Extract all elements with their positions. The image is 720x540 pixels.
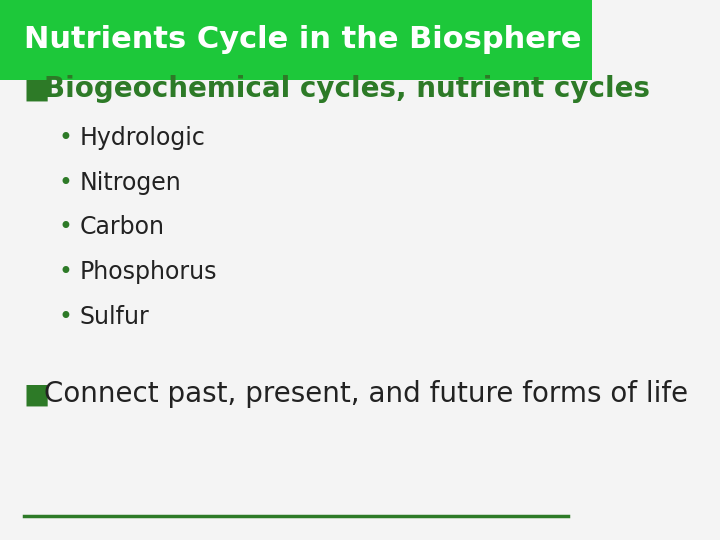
Text: •: • bbox=[58, 126, 72, 150]
Text: •: • bbox=[58, 260, 72, 284]
Text: •: • bbox=[58, 215, 72, 239]
Text: ■: ■ bbox=[24, 75, 50, 103]
Text: Biogeochemical cycles, nutrient cycles: Biogeochemical cycles, nutrient cycles bbox=[45, 75, 650, 103]
Text: Sulfur: Sulfur bbox=[80, 305, 150, 329]
Text: ■: ■ bbox=[24, 380, 50, 408]
FancyBboxPatch shape bbox=[0, 0, 592, 80]
Text: Connect past, present, and future forms of life: Connect past, present, and future forms … bbox=[45, 380, 688, 408]
Text: Nitrogen: Nitrogen bbox=[80, 171, 181, 194]
Text: •: • bbox=[58, 171, 72, 194]
Text: •: • bbox=[58, 305, 72, 329]
Text: Hydrologic: Hydrologic bbox=[80, 126, 206, 150]
Text: Nutrients Cycle in the Biosphere: Nutrients Cycle in the Biosphere bbox=[24, 25, 581, 55]
Text: Carbon: Carbon bbox=[80, 215, 165, 239]
Text: Phosphorus: Phosphorus bbox=[80, 260, 217, 284]
